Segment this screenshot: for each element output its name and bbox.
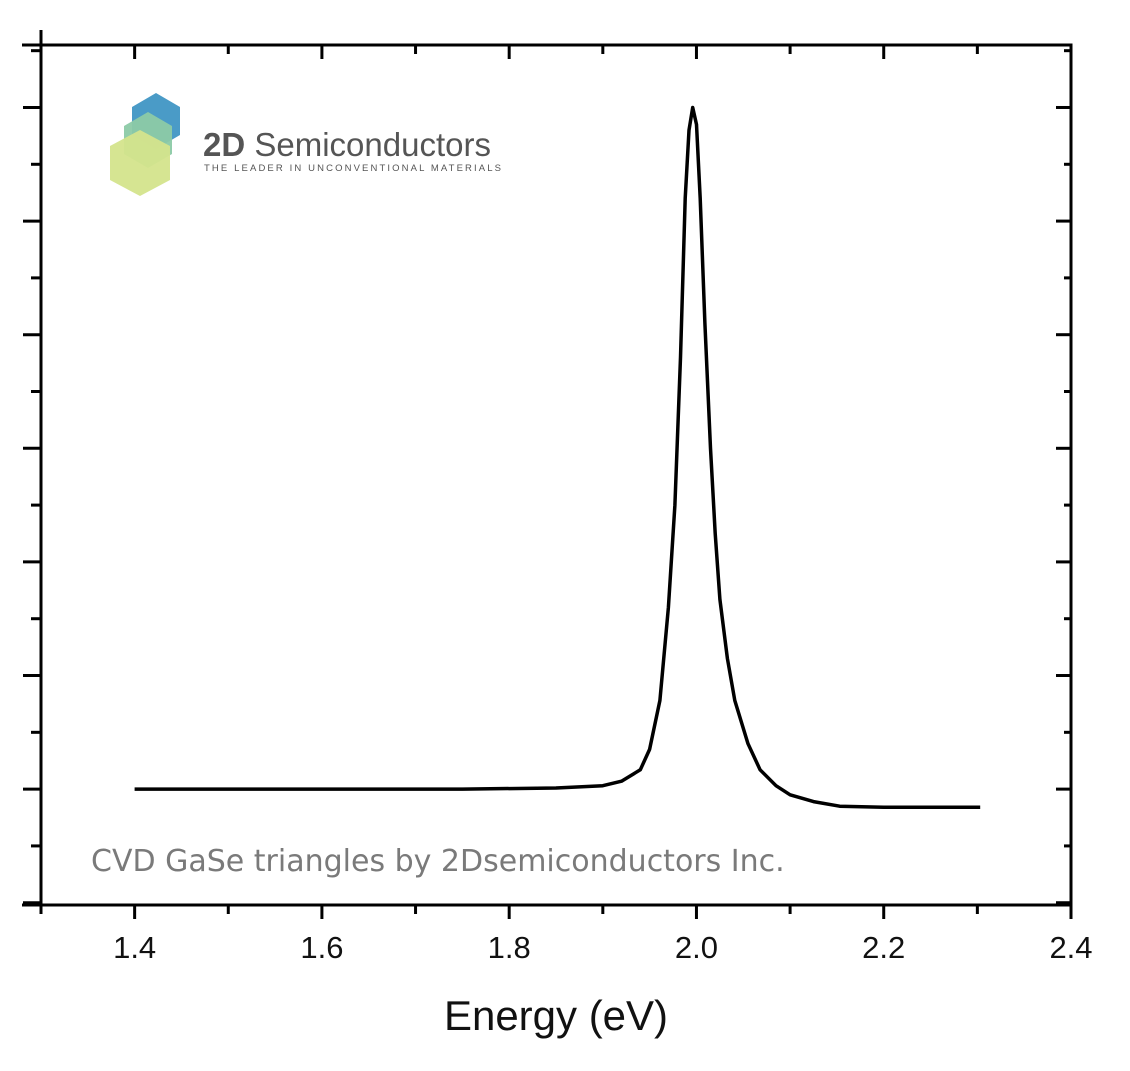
logo-brand-rest: Semiconductors — [245, 126, 491, 163]
logo-brand-bold: 2D — [203, 126, 245, 163]
x-tick-labels: 1.4 1.6 1.8 2.0 2.2 2.4 — [113, 930, 1092, 965]
plot-frame — [39, 43, 1073, 907]
company-logo: 2D Semiconductors THE LEADER IN UNCONVEN… — [110, 93, 501, 196]
logo-hexagon-yellow — [110, 130, 170, 196]
logo-wordmark: 2D Semiconductors — [203, 126, 491, 163]
x-tick-label: 1.6 — [300, 930, 343, 965]
logo-tagline: THE LEADER IN UNCONVENTIONAL MATERIALS — [204, 163, 501, 174]
x-tick-label: 2.4 — [1049, 930, 1092, 965]
x-tick-label: 1.4 — [113, 930, 156, 965]
x-tick-label: 2.2 — [862, 930, 905, 965]
series-line — [134, 105, 981, 810]
x-tick-label: 2.0 — [675, 930, 718, 965]
x-tick-label: 1.8 — [488, 930, 531, 965]
x-axis-title: Energy (eV) — [444, 992, 668, 1039]
chart-annotation: CVD GaSe triangles by 2Dsemiconductors I… — [91, 844, 785, 879]
